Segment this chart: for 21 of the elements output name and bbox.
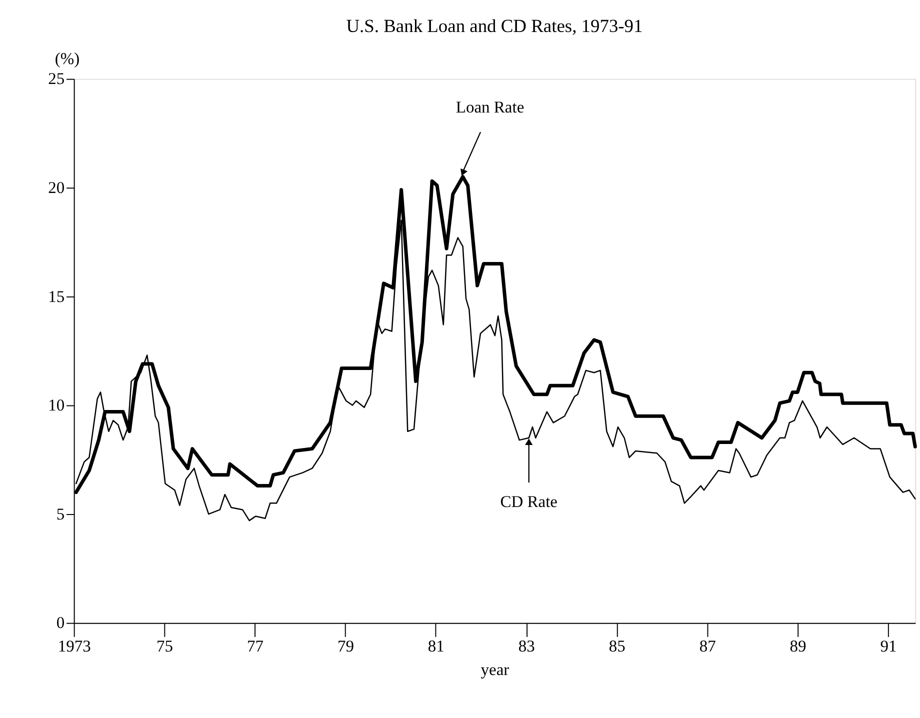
annotation: CD Rate <box>500 492 558 511</box>
y-tick-label: 0 <box>56 613 65 632</box>
chart-title: U.S. Bank Loan and CD Rates, 1973-91 <box>346 16 643 36</box>
x-tick-label: 85 <box>608 636 626 656</box>
x-tick-label: 81 <box>428 636 444 656</box>
x-tick-label: 89 <box>790 636 806 656</box>
x-axis-title: year <box>480 660 510 679</box>
y-tick-label: 25 <box>48 69 65 88</box>
x-tick-label: 87 <box>699 636 716 656</box>
x-tick-label: 75 <box>156 636 174 656</box>
y-tick-label: 10 <box>48 396 65 415</box>
y-axis-title: (%) <box>54 48 80 68</box>
y-tick-label: 5 <box>56 504 65 524</box>
annotation: Loan Rate <box>456 98 524 117</box>
x-tick-label: 1973 <box>58 636 91 656</box>
y-tick-label: 15 <box>48 286 65 306</box>
y-tick-label: 20 <box>48 178 65 197</box>
x-tick-label: 77 <box>246 636 264 656</box>
x-tick-label: 79 <box>337 636 354 656</box>
x-tick-label: 83 <box>518 636 535 656</box>
x-tick-label: 91 <box>880 636 897 656</box>
